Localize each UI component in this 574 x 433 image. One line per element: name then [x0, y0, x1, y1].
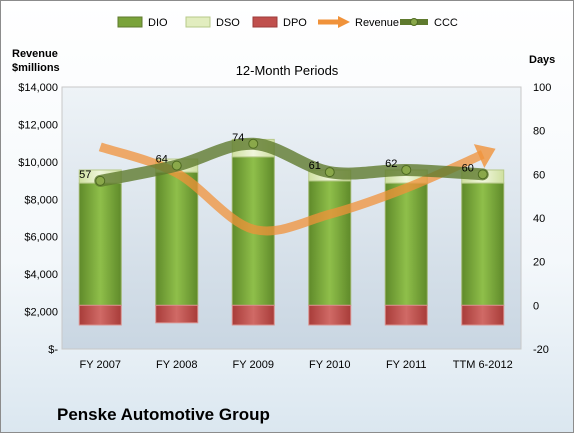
- dio-bar: [155, 171, 199, 306]
- legend-label: Revenue: [355, 17, 399, 29]
- ccc-data-label: 61: [309, 160, 321, 172]
- ccc-point: [477, 169, 488, 180]
- right-tick-label: 40: [533, 213, 545, 225]
- dio-bar: [384, 182, 428, 306]
- ccc-point: [95, 175, 106, 186]
- ccc-point: [324, 167, 335, 178]
- category-label: FY 2010: [309, 359, 350, 371]
- dpo-bar: [461, 304, 505, 326]
- legend-swatch: [338, 16, 350, 28]
- plot-area: [61, 86, 522, 350]
- company-name: Penske Automotive Group: [57, 405, 270, 424]
- right-tick-label: -20: [533, 344, 549, 356]
- dio-bar: [461, 182, 505, 306]
- dpo-bar: [155, 304, 199, 324]
- category-label: TTM 6-2012: [453, 359, 513, 371]
- legend-swatch: [117, 16, 143, 28]
- left-tick-label: $6,000: [24, 232, 58, 244]
- legend-swatch: [410, 18, 418, 26]
- ccc-point: [171, 160, 182, 171]
- left-tick-label: $2,000: [24, 307, 58, 319]
- left-tick-label: $12,000: [18, 119, 58, 131]
- right-tick-label: 100: [533, 82, 551, 94]
- ccc-data-label: 62: [385, 158, 397, 170]
- ccc-data-label: 74: [232, 132, 244, 144]
- category-label: FY 2008: [156, 359, 197, 371]
- ccc-point: [248, 138, 259, 149]
- left-axis-label: $millions: [12, 62, 60, 74]
- dio-bar: [78, 182, 122, 306]
- right-tick-label: 60: [533, 169, 545, 181]
- left-tick-label: $8,000: [24, 194, 58, 206]
- category-label: FY 2009: [233, 359, 274, 371]
- legend-label: CCC: [434, 17, 458, 29]
- right-tick-label: 0: [533, 300, 539, 312]
- dpo-bar: [78, 304, 122, 326]
- left-tick-label: $10,000: [18, 157, 58, 169]
- left-tick-label: $4,000: [24, 269, 58, 281]
- dpo-bar: [384, 304, 428, 326]
- ccc-point: [401, 164, 412, 175]
- legend-label: DIO: [148, 17, 168, 29]
- ccc-data-label: 64: [156, 154, 168, 166]
- left-tick-label: $-: [48, 344, 58, 356]
- ccc-data-label: 60: [462, 162, 474, 174]
- legend-swatch: [185, 16, 211, 28]
- dpo-bar: [231, 304, 275, 326]
- dpo-bar: [308, 304, 352, 326]
- left-axis-label: Revenue: [12, 48, 58, 60]
- legend-label: DSO: [216, 17, 240, 29]
- dio-bar: [308, 180, 352, 306]
- left-tick-label: $14,000: [18, 82, 58, 94]
- chart-title: 12-Month Periods: [235, 63, 339, 78]
- right-tick-label: 20: [533, 257, 545, 269]
- ccc-data-label: 57: [79, 169, 91, 181]
- category-label: FY 2011: [386, 359, 427, 371]
- legend-label: DPO: [283, 17, 307, 29]
- category-label: FY 2007: [80, 359, 121, 371]
- right-tick-label: 80: [533, 126, 545, 138]
- right-axis-label: Days: [529, 54, 555, 66]
- revenue-arrowhead: [473, 144, 496, 168]
- legend-swatch: [252, 16, 278, 28]
